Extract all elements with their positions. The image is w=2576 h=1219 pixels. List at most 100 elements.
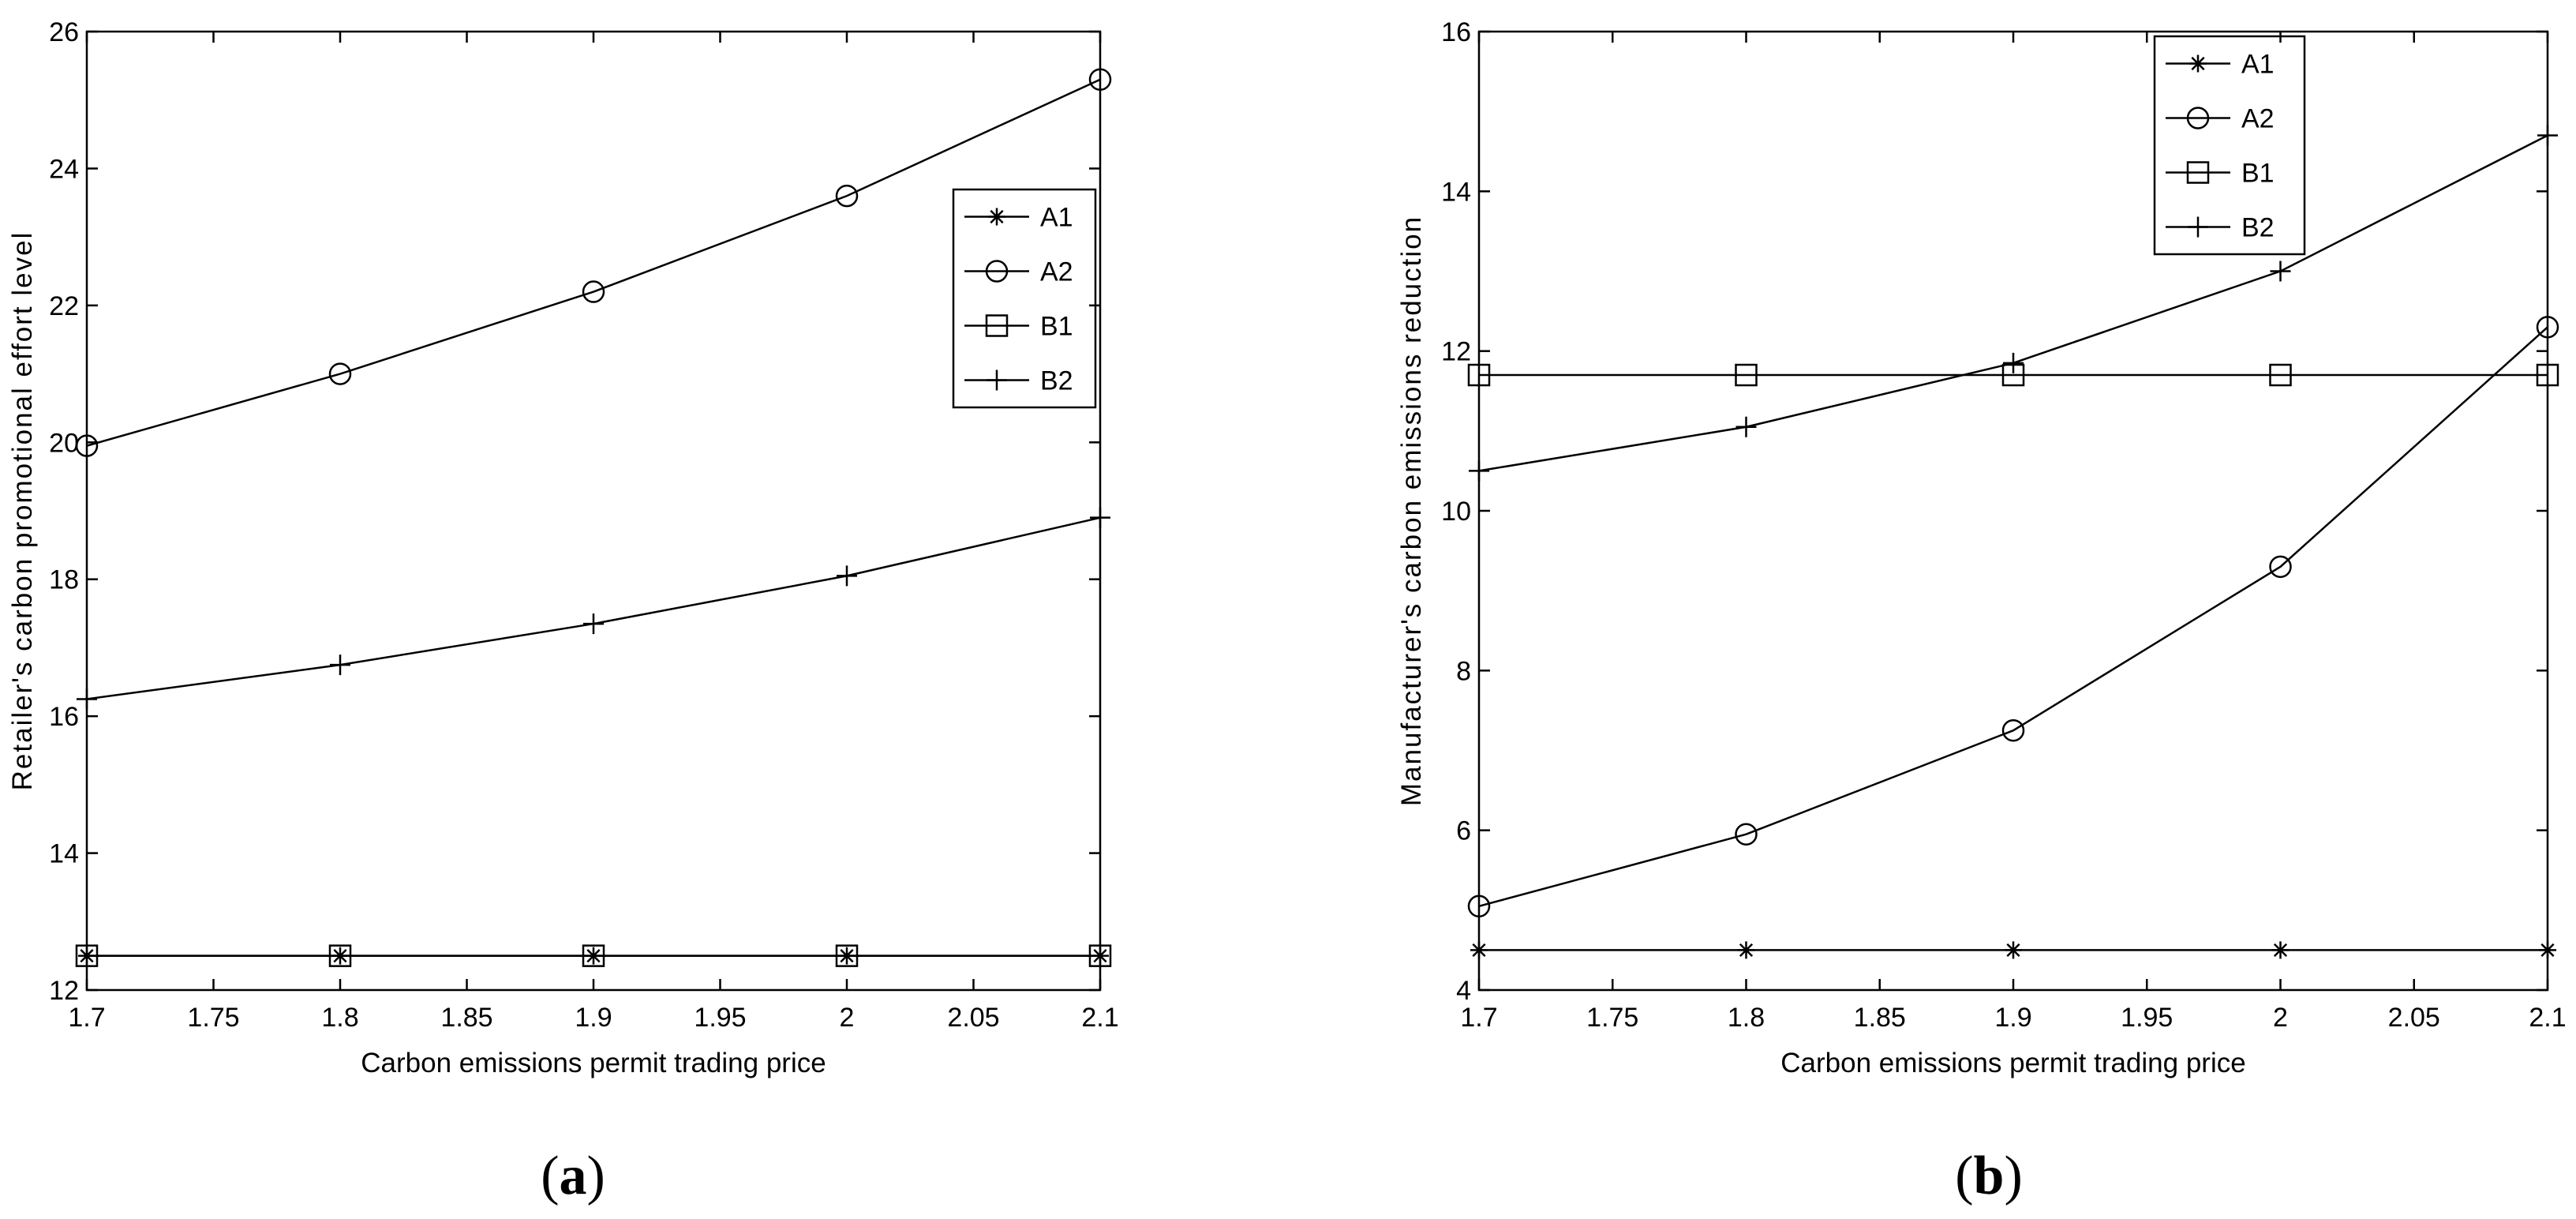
chart-a: 1.7 1.75 1.8 1.85 1.9 1.95 2 2.05 2.1 12 14 16 18 20 2… [7,17,1119,1206]
legend-entry-b2: B2 [1040,366,1073,396]
x-tick-label: 1.85 [1854,1003,1906,1033]
data-point-b1 [582,944,605,967]
panel-label-letter: b [1974,1146,2005,1206]
data-point-a2 [1088,68,1112,91]
series-b1 [1467,363,2559,387]
x-tick-label: 1.95 [694,1003,746,1033]
x-tick-label: 2 [2273,1003,2288,1033]
y-tick-label: 12 [49,976,79,1006]
legend-marker-a2 [985,260,1009,283]
legend-marker-a1 [988,208,1005,226]
data-point-a1 [1470,941,1488,959]
data-point-b1 [835,944,859,967]
y-tick-label: 10 [1441,497,1471,527]
x-tick-label: 1.95 [2121,1003,2173,1033]
data-point-a2 [2536,316,2559,339]
data-point-a2 [1735,823,1758,846]
chart-b: 1.7 1.75 1.8 1.85 1.9 1.95 2 2.05 2.1 4 6 8 10 12 14 16… [1396,17,2567,1206]
y-tick-label: 16 [49,702,79,732]
x-tick-label: 2.05 [2388,1003,2440,1033]
series-a1 [1470,941,2556,959]
data-point-b2 [583,613,604,635]
data-point-a1 [2005,941,2022,959]
y-tick-label: 12 [1441,337,1471,367]
data-point-b2 [2537,125,2558,146]
x-tick-label: 1.75 [1586,1003,1638,1033]
panel-label: (a) [541,1146,605,1206]
legend-entry-b1: B1 [1040,312,1073,342]
y-axis-label: Retailer's carbon promotional effort lev… [7,231,38,791]
y-tick-label: 14 [49,839,79,869]
x-axis-label: Carbon emissions permit trading price [1780,1048,2245,1078]
y-tick-label: 26 [49,17,79,47]
panel-label-letter: a [560,1146,587,1206]
data-point-b2 [1735,416,1757,437]
data-point-b2 [1090,507,1110,528]
y-tick-label: 6 [1456,816,1471,846]
x-tick-label: 1.8 [321,1003,358,1033]
data-point-b1 [75,944,99,967]
series-a2 [1467,316,2559,918]
data-point-b2 [77,688,97,710]
panel-label: (b) [1955,1146,2023,1206]
x-tick-label: 1.8 [1728,1003,1765,1033]
data-point-b2 [837,565,857,587]
series-line-b2 [1478,134,2548,472]
x-tick-label: 2.1 [1081,1003,1118,1033]
data-point-a2 [835,184,859,208]
legend-marker-b2 [2188,216,2208,238]
legend-entry-a2: A2 [1040,257,1073,287]
legend-box [952,188,1097,409]
panel-label-suffix: ) [587,1146,605,1206]
panel-label-suffix: ) [2004,1146,2022,1206]
x-tick-label: 2.05 [947,1003,999,1033]
legend-entry-a2: A2 [2241,104,2275,134]
legend-entry-a1: A1 [2241,50,2275,80]
legend-marker-a1 [2189,54,2207,73]
y-tick-label: 8 [1456,656,1471,686]
y-axis-label: Manufacturer's carbon emissions reductio… [1396,216,1427,806]
x-tick-label: 1.7 [68,1003,105,1033]
data-point-b2 [1469,460,1489,482]
data-point-b2 [2003,352,2024,373]
x-tick-label: 1.9 [575,1003,612,1033]
data-point-b2 [2270,261,2291,282]
legend-marker-b2 [987,369,1007,391]
series-line-b2 [86,516,1101,700]
data-point-b1 [1088,944,1112,967]
data-point-b2 [330,655,350,676]
series-b2 [77,507,1110,710]
data-point-a2 [582,280,605,303]
data-point-b1 [2269,363,2292,387]
x-tick-label: 2.1 [2529,1003,2566,1033]
y-tick-label: 16 [1441,17,1471,47]
legend-marker-b1 [2186,161,2210,184]
y-tick-label: 22 [49,291,79,321]
series-line-a2 [1478,326,2548,907]
x-axis-label: Carbon emissions permit trading price [361,1048,826,1078]
series-a2 [75,68,1112,457]
panel-label-prefix: ( [1955,1146,1973,1206]
y-tick-label: 18 [49,565,79,595]
data-point-b1 [1467,363,1491,387]
data-point-a1 [2539,941,2556,959]
data-point-a2 [1467,895,1491,918]
data-point-a2 [2269,555,2292,579]
legend-box [2153,35,2306,256]
x-tick-label: 2 [840,1003,855,1033]
x-tick-label: 1.9 [1994,1003,2031,1033]
data-point-a1 [2271,941,2290,959]
plot-frame [85,30,1102,992]
series-b1 [75,944,1112,967]
x-tick-label: 1.85 [440,1003,492,1033]
legend-marker-b1 [985,314,1009,337]
legend-entry-b2: B2 [2241,213,2275,243]
y-tick-label: 14 [1441,177,1471,207]
data-point-a2 [75,434,99,457]
series-line-a2 [86,78,1101,447]
y-tick-label: 24 [49,154,79,184]
legend: A1 A2 B1 B2 [2153,35,2306,256]
x-tick-label: 1.7 [1460,1003,1497,1033]
legend-entry-b1: B1 [2241,159,2275,189]
y-tick-label: 4 [1456,976,1471,1006]
